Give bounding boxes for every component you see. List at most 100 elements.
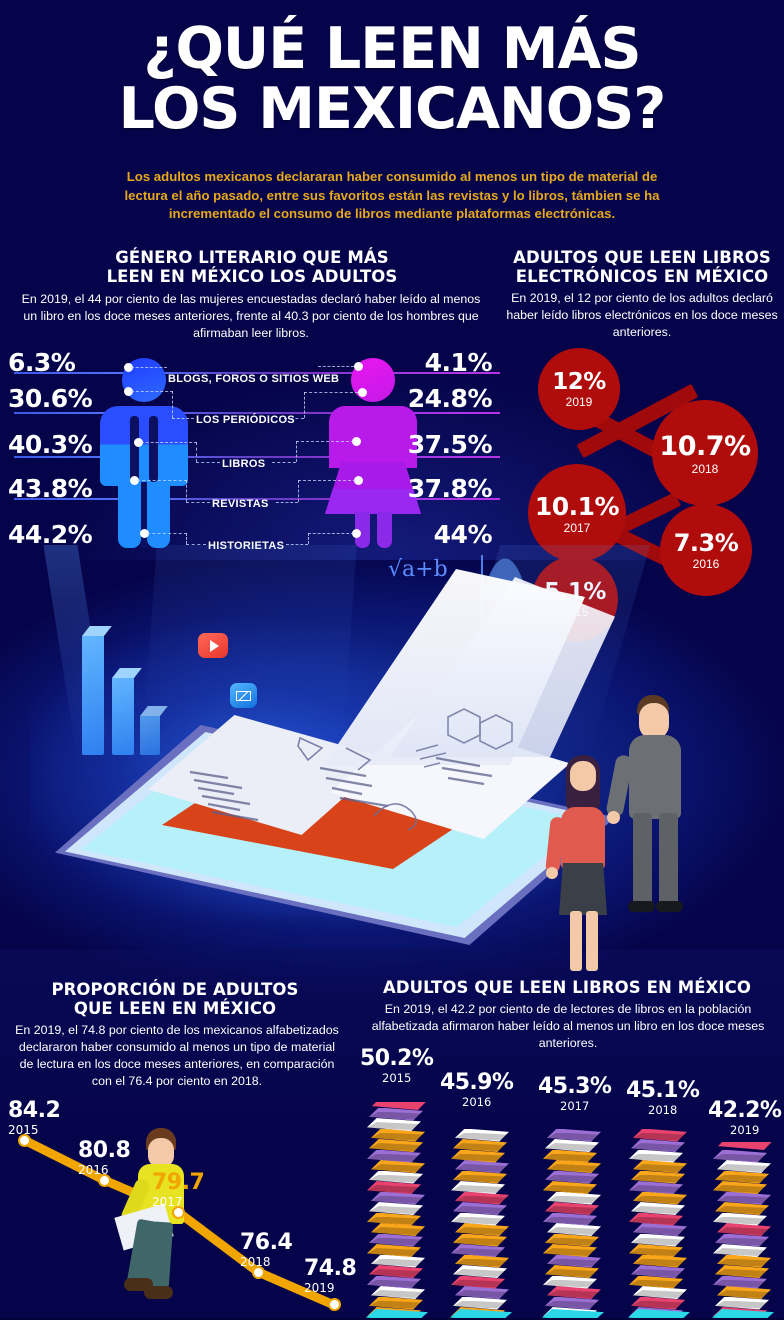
male-value-historietas: 44.2% xyxy=(8,520,93,549)
page-title-line1: ¿QUÉ LEEN MÁS xyxy=(143,16,641,82)
proportion-label-2016: 80.8 2016 xyxy=(78,1138,131,1177)
book-text-lines xyxy=(189,736,493,831)
person-reader xyxy=(112,1128,222,1299)
proportion-heading-line1: PROPORCIÓN DE ADULTOS xyxy=(51,980,299,999)
leader-male-periodicos-a xyxy=(131,391,173,392)
proportion-heading-line2: QUE LEEN EN MÉXICO xyxy=(73,999,277,1018)
page-header: ¿QUÉ LEEN MÁS LOS MEXICANOS? xyxy=(0,16,784,142)
leader-male-historietas-b xyxy=(186,533,187,544)
leader-female-libros-b xyxy=(296,441,297,462)
male-dot-blogs xyxy=(124,363,133,372)
gender-subtitle: En 2019, el 44 por ciento de las mujeres… xyxy=(21,292,481,340)
leader-male-revistas-b xyxy=(186,480,187,502)
proportion-label-2018: 76.4 2018 xyxy=(240,1230,293,1269)
ebook-node-2016: 7.3% 2016 xyxy=(660,504,752,596)
leader-female-libros-c xyxy=(272,462,296,463)
page-title-line2: LOS MEXICANOS? xyxy=(118,76,667,142)
male-dot-historietas xyxy=(140,529,149,538)
female-value-blogs: 4.1% xyxy=(424,348,493,377)
proportion-node-2015 xyxy=(18,1134,31,1147)
male-value-libros: 40.3% xyxy=(8,430,93,459)
books-label-2017: 45.3% 2017 xyxy=(538,1074,612,1113)
proportion-label-2017: 79.7 2017 xyxy=(152,1170,205,1209)
proportion-node-2016 xyxy=(98,1174,111,1187)
gender-heading-line2: LEEN EN MÉXICO LOS ADULTOS xyxy=(106,267,398,286)
central-illustration: √a+b xyxy=(0,545,784,971)
gender-reading-chart: GÉNERO LITERARIO QUE MÁS LEEN EN MÉXICO … xyxy=(0,248,500,560)
books-label-2015: 50.2% 2015 xyxy=(360,1046,434,1085)
category-label-periodicos: LOS PERIÓDICOS xyxy=(196,414,295,426)
book-stack-2015 xyxy=(366,1102,428,1318)
book-molecule-diagram xyxy=(415,708,513,768)
male-dot-libros xyxy=(134,438,143,447)
female-dot-periodicos xyxy=(358,388,367,397)
female-dot-blogs xyxy=(354,362,363,371)
proportion-node-2018 xyxy=(252,1266,265,1279)
book-stack-2019 xyxy=(712,1142,774,1318)
person-woman xyxy=(545,755,630,971)
male-value-periodicos: 30.6% xyxy=(8,384,93,413)
proportion-label-2015: 84.2 2015 xyxy=(8,1098,61,1137)
female-value-historietas: 44% xyxy=(433,520,493,549)
proportion-node-2017 xyxy=(172,1206,185,1219)
gender-heading-line1: GÉNERO LITERARIO QUE MÁS xyxy=(115,248,389,267)
play-icon xyxy=(198,633,228,658)
leader-female-revistas-b xyxy=(298,480,299,502)
leader-female-historietas-b xyxy=(308,533,309,544)
leader-male-libros-c xyxy=(196,462,220,463)
ebook-readers-chart: ADULTOS QUE LEEN LIBROS ELECTRÓNICOS EN … xyxy=(500,248,784,642)
leader-male-periodicos-b xyxy=(172,391,173,418)
hologram-bar-1 xyxy=(82,635,104,755)
leader-female-periodicos-a xyxy=(304,392,358,393)
ebook-node-2018: 10.7% 2018 xyxy=(652,400,758,506)
male-value-blogs: 6.3% xyxy=(8,348,76,377)
male-figure-icon xyxy=(100,358,188,548)
books-heading: ADULTOS QUE LEEN LIBROS EN MÉXICO xyxy=(382,978,751,997)
proportion-chart: PROPORCIÓN DE ADULTOS QUE LEEN EN MÉXICO… xyxy=(0,980,360,1318)
leader-male-libros-b xyxy=(196,442,197,462)
category-label-libros: LIBROS xyxy=(222,458,266,470)
books-subtitle: En 2019, el 42.2 por ciento de de lector… xyxy=(371,1002,765,1050)
male-dot-periodicos xyxy=(124,387,133,396)
leader-male-historietas-c xyxy=(186,544,206,545)
book-stack-2017 xyxy=(542,1122,604,1318)
ebook-heading-line2: ELECTRÓNICOS EN MÉXICO xyxy=(515,267,769,286)
leader-female-libros-a xyxy=(296,441,354,442)
leader-male-blogs xyxy=(131,367,167,368)
math-symbol: √a+b xyxy=(388,557,448,582)
leader-female-revistas-a xyxy=(298,480,356,481)
female-dot-historietas xyxy=(352,529,361,538)
leader-female-blogs xyxy=(318,366,354,367)
leader-female-historietas-c xyxy=(286,544,308,545)
leader-male-periodicos-c xyxy=(172,418,194,419)
ebook-subtitle: En 2019, el 12 por ciento de los adultos… xyxy=(506,291,778,339)
category-label-revistas: REVISTAS xyxy=(212,498,269,510)
female-value-libros: 37.5% xyxy=(407,430,493,459)
mail-icon xyxy=(230,683,257,708)
female-figure-icon xyxy=(325,358,421,548)
leader-male-revistas-a xyxy=(137,480,187,481)
ebook-node-2019: 12% 2019 xyxy=(538,348,620,430)
books-label-2016: 45.9% 2016 xyxy=(440,1070,514,1109)
proportion-subtitle: En 2019, el 74.8 por ciento de los mexic… xyxy=(15,1023,339,1088)
leader-male-libros-a xyxy=(141,442,197,443)
book-stack-2016 xyxy=(450,1120,512,1318)
female-dot-revistas xyxy=(354,476,363,485)
book-stack-2018 xyxy=(628,1124,690,1318)
female-value-periodicos: 24.8% xyxy=(407,384,493,413)
books-label-2019: 42.2% 2019 xyxy=(708,1098,782,1137)
hologram-bar-2 xyxy=(112,677,134,755)
ebook-node-2017: 10.1% 2017 xyxy=(528,464,626,562)
female-value-revistas: 37.8% xyxy=(407,474,493,503)
leader-female-revistas-c xyxy=(276,502,298,503)
leader-male-historietas-a xyxy=(147,533,187,534)
books-label-2018: 45.1% 2018 xyxy=(626,1078,700,1117)
proportion-label-2019: 74.8 2019 xyxy=(304,1256,357,1295)
leader-female-periodicos-b xyxy=(304,392,305,418)
leader-female-periodicos-c xyxy=(284,418,304,419)
leader-male-revistas-c xyxy=(186,502,210,503)
ebook-heading-line1: ADULTOS QUE LEEN LIBROS xyxy=(513,248,771,267)
category-label-historietas: HISTORIETAS xyxy=(208,540,285,552)
hologram-bar-3 xyxy=(140,715,160,755)
male-dot-revistas xyxy=(130,476,139,485)
